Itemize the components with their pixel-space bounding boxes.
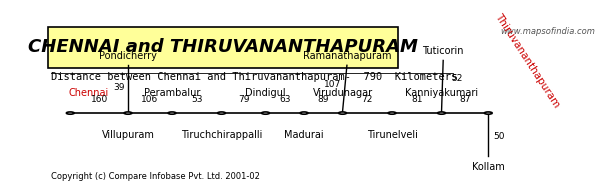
Text: 160: 160	[90, 95, 108, 104]
Circle shape	[217, 112, 225, 114]
Text: 81: 81	[411, 95, 422, 104]
Text: Ramanathapuram: Ramanathapuram	[302, 51, 391, 61]
Text: 53: 53	[191, 95, 202, 104]
Text: 79: 79	[238, 95, 249, 104]
Text: Perambalur: Perambalur	[144, 88, 200, 98]
Text: Dindigul: Dindigul	[245, 88, 286, 98]
Circle shape	[438, 112, 446, 114]
Circle shape	[485, 112, 492, 114]
Circle shape	[338, 112, 346, 114]
Text: 63: 63	[279, 95, 291, 104]
Text: 52: 52	[451, 74, 462, 83]
Text: Virudunagar: Virudunagar	[313, 88, 373, 98]
Text: Tuticorin: Tuticorin	[422, 46, 464, 56]
Text: Villupuram: Villupuram	[102, 130, 155, 140]
Circle shape	[300, 112, 308, 114]
Circle shape	[66, 112, 74, 114]
Circle shape	[262, 112, 270, 114]
Text: 50: 50	[494, 132, 505, 141]
Text: Chennai: Chennai	[68, 88, 108, 98]
Text: Distance between Chennai and Thiruvananthapuram-  790  Kilometers: Distance between Chennai and Thiruvanant…	[51, 72, 457, 82]
Text: Kanniyakumari: Kanniyakumari	[405, 88, 478, 98]
Text: Tiruchchirappalli: Tiruchchirappalli	[181, 130, 262, 140]
Text: www.mapsofindia.com: www.mapsofindia.com	[501, 27, 595, 36]
Text: Copyright (c) Compare Infobase Pvt. Ltd. 2001-02: Copyright (c) Compare Infobase Pvt. Ltd.…	[51, 172, 260, 181]
FancyBboxPatch shape	[49, 27, 398, 68]
Text: Kollam: Kollam	[472, 162, 505, 172]
Text: Pondicherry: Pondicherry	[99, 51, 157, 61]
Text: Tirunelveli: Tirunelveli	[367, 130, 418, 140]
Circle shape	[168, 112, 176, 114]
Text: 107: 107	[324, 80, 341, 89]
Circle shape	[388, 112, 396, 114]
Text: 87: 87	[459, 95, 470, 104]
Text: 39: 39	[113, 83, 125, 92]
Text: 106: 106	[141, 95, 159, 104]
Circle shape	[124, 112, 132, 114]
Text: Thiruvananthapuram: Thiruvananthapuram	[493, 11, 561, 109]
Text: Madurai: Madurai	[284, 130, 324, 140]
Text: 72: 72	[362, 95, 373, 104]
Text: 89: 89	[317, 95, 329, 104]
Text: CHENNAI and THIRUVANANTHAPURAM: CHENNAI and THIRUVANANTHAPURAM	[28, 38, 418, 56]
